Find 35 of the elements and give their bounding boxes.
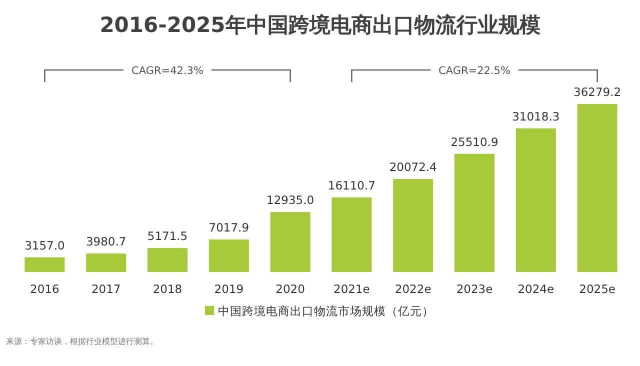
x-tick-label: 2025e <box>579 282 616 296</box>
data-label: 36279.2 <box>574 85 622 99</box>
bar <box>454 154 494 272</box>
data-label: 7017.9 <box>208 220 250 234</box>
data-label: 31018.3 <box>512 109 560 124</box>
bar <box>86 254 126 272</box>
bar <box>577 104 618 272</box>
bar <box>332 197 372 272</box>
data-label: 3980.7 <box>86 234 126 249</box>
text: CAGR=22.5% <box>438 65 510 77</box>
bar <box>148 248 188 272</box>
x-tick-label: 2018 <box>152 282 182 296</box>
data-label: 25510.9 <box>450 134 498 149</box>
data-label: 16110.7 <box>328 178 376 192</box>
x-tick-label: 2019 <box>214 282 244 296</box>
bar <box>24 257 65 272</box>
x-tick-label: 2023e <box>456 282 493 296</box>
data-label: 5171.5 <box>147 229 188 244</box>
x-tick-label: 2021e <box>334 282 370 296</box>
data-label: 3157.0 <box>24 238 65 252</box>
x-tick-label: 2020 <box>276 282 305 296</box>
bar <box>393 179 434 272</box>
source-note: 来源：专家访谈，根据行业模型进行测算。 <box>6 337 158 346</box>
bar <box>516 128 556 272</box>
text: CAGR=42.3% <box>132 65 204 77</box>
bar <box>270 212 310 272</box>
chart-title: 2016-2025年中国跨境电商出口物流行业规模 <box>100 13 540 37</box>
x-tick-label: 2017 <box>91 282 121 296</box>
bar <box>208 240 249 272</box>
x-tick-label: 2022e <box>394 282 432 296</box>
data-label: 12935.0 <box>266 193 314 208</box>
data-label: 20072.4 <box>389 160 437 174</box>
x-tick-label: 2024e <box>518 282 554 296</box>
x-tick-label: 2016 <box>30 282 60 296</box>
legend: 中国跨境电商出口物流市场规模（亿元） <box>205 304 434 318</box>
